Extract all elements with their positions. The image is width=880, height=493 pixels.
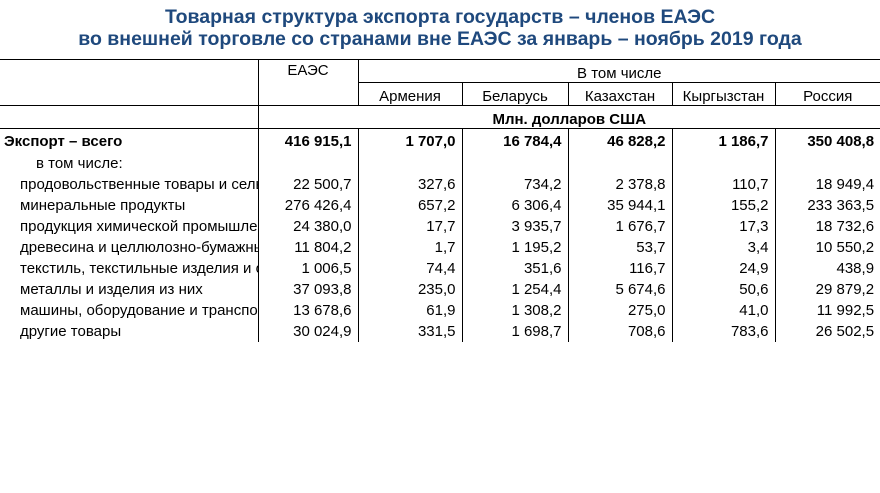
including-row: в том числе: (0, 153, 880, 174)
cell-value: 53,7 (567, 237, 672, 258)
cell-value: 327,6 (357, 174, 462, 195)
table-row: металлы и изделия из них 37 093,8 235,0 1 2… (0, 279, 880, 300)
cell-value: 46 828,2 (567, 128, 672, 153)
cell-value: 22 500,7 (257, 174, 358, 195)
cell-value: 2 378,8 (567, 174, 672, 195)
cell-value: 1 698,7 (461, 321, 568, 342)
cell-value: 1 707,0 (357, 128, 462, 153)
unit-label: Млн. долларов США (257, 105, 880, 129)
total-row: Экспорт – всего 416 915,1 1 707,0 16 784… (0, 128, 880, 153)
title-line-2: во внешней торговле со странами вне ЕАЭС… (78, 28, 802, 50)
cell-value: 331,5 (357, 321, 462, 342)
cell-value: 41,0 (671, 300, 775, 321)
cell-value: 30 024,9 (257, 321, 358, 342)
unit-row: Млн. долларов США (0, 105, 880, 129)
col-header-country: Беларусь (461, 82, 569, 106)
cell-value: 110,7 (671, 174, 775, 195)
cell-value: 24 380,0 (257, 216, 358, 237)
table-row: машины, оборудование и транспортные сред… (0, 300, 880, 321)
cell-value: 3,4 (671, 237, 775, 258)
cell-value: 1 308,2 (461, 300, 568, 321)
col-header-eaes: ЕАЭС (257, 59, 359, 106)
row-label: Экспорт – всего (4, 132, 123, 150)
cell-value: 74,4 (357, 258, 462, 279)
including-label: в том числе: (36, 155, 123, 172)
cell-value: 708,6 (567, 321, 672, 342)
table-row: текстиль, текстильные изделия и обувь1 0… (0, 258, 880, 279)
export-structure-table: ЕАЭС В том числе Армения Беларусь Казахс… (0, 59, 880, 342)
cell-value: 350 408,8 (774, 128, 880, 153)
cell-value: 1 006,5 (257, 258, 358, 279)
col-header-country: Кыргызстан (671, 82, 776, 106)
cell-value: 235,0 (357, 279, 462, 300)
table-body: продовольственные товары и сельскохозяйс… (0, 174, 880, 342)
cell-value: 734,2 (461, 174, 568, 195)
cell-value: 17,3 (671, 216, 775, 237)
row-label: текстиль, текстильные изделия и обувь (20, 260, 258, 277)
col-header-country: Армения (357, 82, 463, 106)
cell-value: 26 502,5 (774, 321, 880, 342)
header-row-2: Армения Беларусь Казахстан Кыргызстан Ро… (0, 82, 880, 106)
cell-value: 783,6 (671, 321, 775, 342)
cell-value: 11 804,2 (257, 237, 358, 258)
cell-value: 116,7 (567, 258, 672, 279)
cell-value: 37 093,8 (257, 279, 358, 300)
cell-value: 16 784,4 (461, 128, 568, 153)
row-label: металлы и изделия из них (20, 281, 203, 298)
cell-value: 10 550,2 (774, 237, 880, 258)
cell-value: 50,6 (671, 279, 775, 300)
cell-value: 11 992,5 (774, 300, 880, 321)
cell-value: 233 363,5 (774, 195, 880, 216)
cell-value: 18 732,6 (774, 216, 880, 237)
col-header-group: В том числе (357, 59, 880, 83)
table-row: другие товары 30 024,9 331,5 1 698,7 708,6 78… (0, 321, 880, 342)
cell-value: 29 879,2 (774, 279, 880, 300)
cell-value: 438,9 (774, 258, 880, 279)
cell-value: 351,6 (461, 258, 568, 279)
cell-value: 276 426,4 (257, 195, 358, 216)
cell-value: 657,2 (357, 195, 462, 216)
cell-value: 6 306,4 (461, 195, 568, 216)
cell-value: 5 674,6 (567, 279, 672, 300)
row-label: другие товары (20, 323, 122, 340)
cell-value: 13 678,6 (257, 300, 358, 321)
row-label: продукция химической промышленности (20, 218, 258, 235)
cell-value: 35 944,1 (567, 195, 672, 216)
table-row: продовольственные товары и сельскохозяйс… (0, 174, 880, 195)
cell-value: 3 935,7 (461, 216, 568, 237)
unit-empty-cell (0, 105, 258, 129)
header-empty-cell (0, 59, 259, 106)
row-label: древесина и целлюлозно-бумажные изделия (20, 239, 258, 256)
cell-value: 18 949,4 (774, 174, 880, 195)
cell-value: 275,0 (567, 300, 672, 321)
cell-value: 17,7 (357, 216, 462, 237)
cell-value: 1 195,2 (461, 237, 568, 258)
cell-value: 1 186,7 (671, 128, 775, 153)
table-row: древесина и целлюлозно-бумажные изделия1… (0, 237, 880, 258)
row-label: машины, оборудование и транспортные сред… (20, 302, 258, 319)
header-row-1: ЕАЭС В том числе (0, 59, 880, 106)
cell-value: 1 676,7 (567, 216, 672, 237)
cell-value: 61,9 (357, 300, 462, 321)
cell-value: 416 915,1 (257, 128, 358, 153)
title-line-1: Товарная структура экспорта государств –… (164, 6, 716, 28)
cut-off-footer (440, 487, 445, 493)
col-header-country: Россия (774, 82, 880, 106)
cell-value: 24,9 (671, 258, 775, 279)
cell-value: 1 254,4 (461, 279, 568, 300)
row-label: минеральные продукты (20, 197, 186, 214)
row-label: продовольственные товары и сельскохозяйс… (20, 176, 258, 193)
cell-value: 155,2 (671, 195, 775, 216)
page-title: Товарная структура экспорта государств –… (0, 6, 880, 50)
table-row: продукция химической промышленности24 38… (0, 216, 880, 237)
col-header-country: Казахстан (567, 82, 673, 106)
table-row: минеральные продукты 276 426,4 657,2 6 306,… (0, 195, 880, 216)
cell-value: 1,7 (357, 237, 462, 258)
